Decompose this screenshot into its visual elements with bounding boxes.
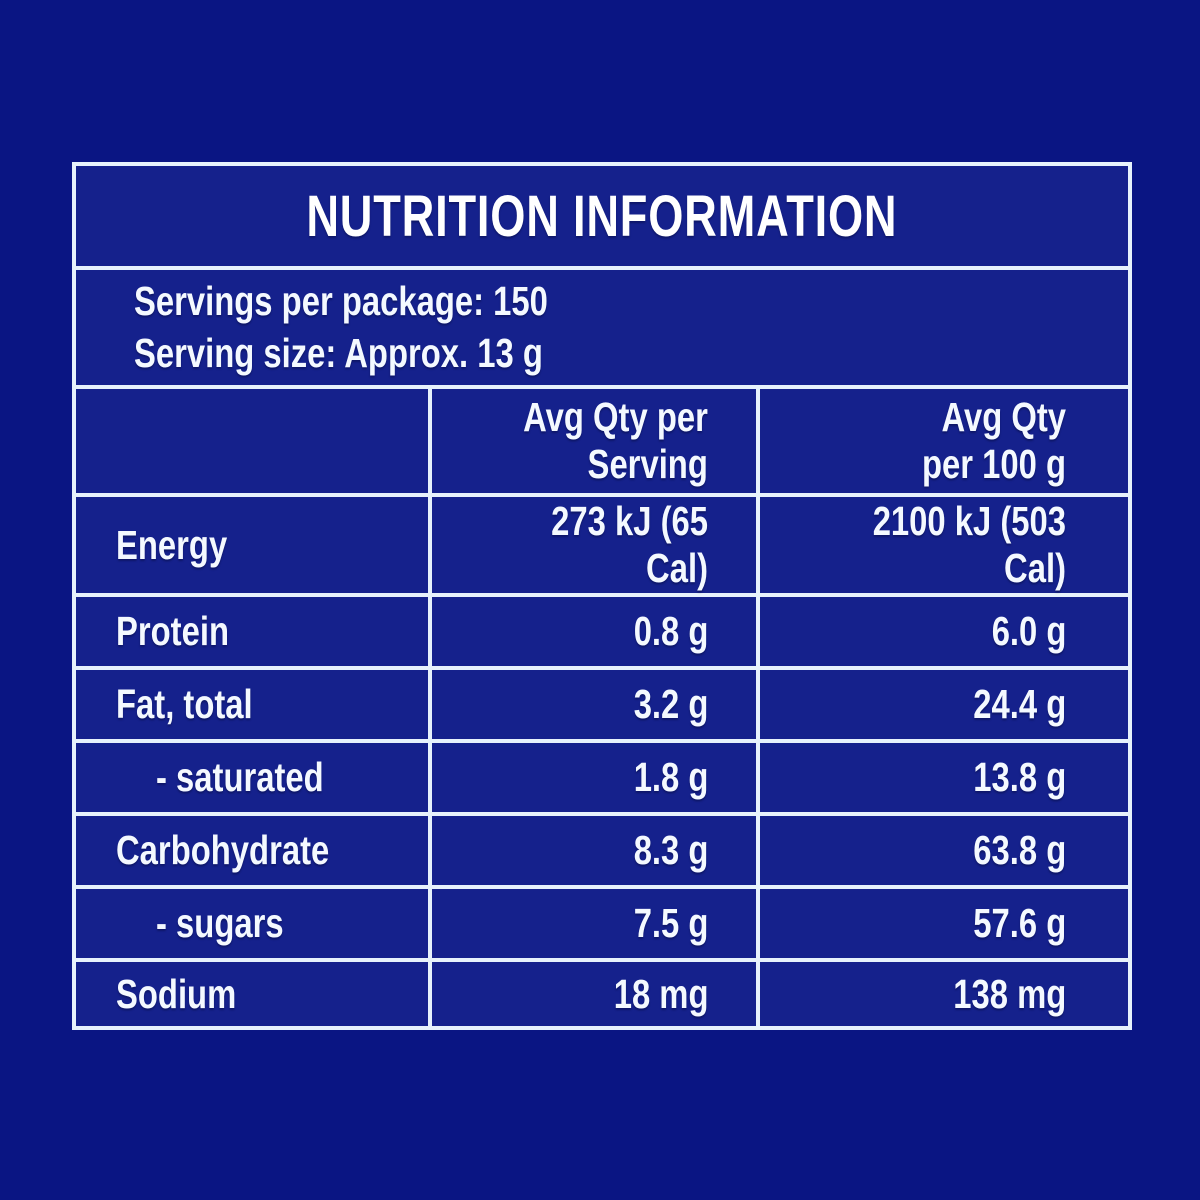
nutrient-name-cell: Sodium [72,958,432,1031]
header-avg-qty-per-serving: Avg Qty per Serving [428,385,760,498]
table-row-fat-total: Fat, total 3.2 g 24.4 g [72,666,1133,744]
table-row-sodium: Sodium 18 mg 138 mg [72,958,1133,1031]
per-serving-value-cell: 8.3 g [428,812,760,890]
header-avg-qty-per-100g: Avg Qty per 100 g [755,385,1133,498]
table-row-energy: Energy 273 kJ (65 Cal) 2100 kJ (503 Cal) [72,493,1133,598]
nutrition-information-table: NUTRITION INFORMATION Servings per packa… [71,162,1133,1031]
table-row-saturated-fat: - saturated 1.8 g 13.8 g [72,739,1133,817]
table-row-protein: Protein 0.8 g 6.0 g [72,593,1133,671]
per-100g-value-cell: 138 mg [755,958,1133,1031]
table-row-carbohydrate: Carbohydrate 8.3 g 63.8 g [72,812,1133,890]
nutrient-name-cell: Fat, total [72,666,432,744]
per-serving-value-cell: 1.8 g [428,739,760,817]
nutrient-name-cell: - saturated [72,739,432,817]
title-row: NUTRITION INFORMATION [71,162,1133,270]
per-100g-value-cell: 57.6 g [755,885,1133,963]
servings-per-package-line: Servings per package: 150 [134,278,548,324]
empty-header-cell [72,385,432,498]
nutrient-name-cell: - sugars [72,885,432,963]
per-serving-value-cell: 18 mg [428,958,760,1031]
per-serving-value-cell: 0.8 g [428,593,760,671]
servings-cell: Servings per package: 150 Serving size: … [71,265,1133,390]
per-serving-value-cell: 7.5 g [428,885,760,963]
page-title: NUTRITION INFORMATION [306,183,898,249]
per-100g-value-cell: 13.8 g [755,739,1133,817]
per-100g-value-cell: 2100 kJ (503 Cal) [755,493,1133,598]
per-100g-value-cell: 63.8 g [755,812,1133,890]
per-serving-value-cell: 273 kJ (65 Cal) [428,493,760,598]
per-100g-value-cell: 6.0 g [755,593,1133,671]
nutrient-name-cell: Protein [72,593,432,671]
servings-row: Servings per package: 150 Serving size: … [71,265,1133,390]
table-row-sugars: - sugars 7.5 g 57.6 g [72,885,1133,963]
nutrient-name-cell: Carbohydrate [72,812,432,890]
serving-size-line: Serving size: Approx. 13 g [134,329,543,376]
column-header-row: Avg Qty per Serving Avg Qty per 100 g [72,385,1133,498]
per-serving-value-cell: 3.2 g [428,666,760,744]
title-cell: NUTRITION INFORMATION [71,162,1133,270]
per-100g-value-cell: 24.4 g [755,666,1133,744]
nutrient-name-cell: Energy [72,493,432,598]
